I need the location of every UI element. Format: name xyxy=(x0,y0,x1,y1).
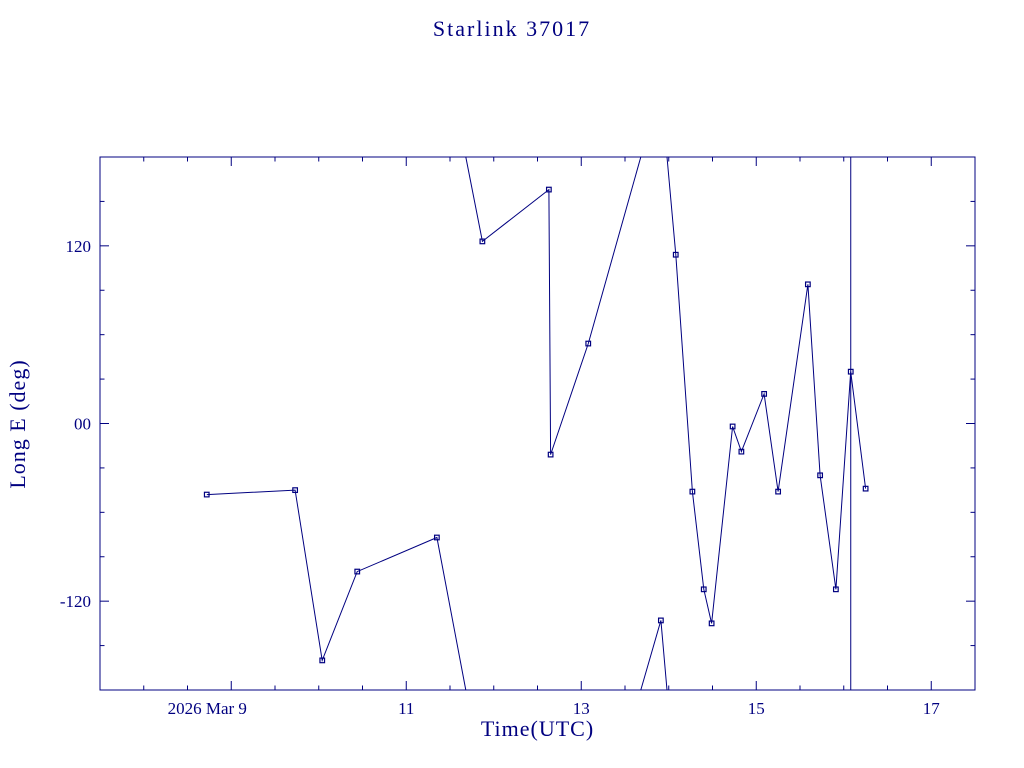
data-point-marker xyxy=(775,488,782,495)
data-point-marker xyxy=(433,534,440,541)
y-tick-label: -120 xyxy=(60,592,91,611)
data-point-marker xyxy=(708,620,715,627)
data-point-marker xyxy=(847,368,854,375)
x-axis-label: Time(UTC) xyxy=(480,716,595,741)
data-point-marker xyxy=(761,390,768,397)
data-line xyxy=(640,620,668,691)
data-point-marker xyxy=(832,586,839,593)
x-tick-label: 2026 Mar 9 xyxy=(168,699,247,718)
data-point-marker xyxy=(292,487,299,494)
data-point-marker xyxy=(689,488,696,495)
data-point-marker xyxy=(700,586,707,593)
data-point-marker xyxy=(479,238,486,245)
data-line xyxy=(206,489,467,691)
data-point-marker xyxy=(672,251,679,258)
data-line xyxy=(666,156,867,624)
data-point-marker xyxy=(862,485,869,492)
data-point-marker xyxy=(804,281,811,288)
data-point-marker xyxy=(545,186,552,193)
data-point-marker xyxy=(657,617,664,624)
data-line xyxy=(465,156,642,455)
x-tick-label: 11 xyxy=(398,699,414,718)
data-point-marker xyxy=(354,568,361,575)
data-point-marker xyxy=(319,657,326,664)
x-tick-label: 15 xyxy=(748,699,765,718)
data-point-marker xyxy=(203,491,210,498)
y-tick-label: 00 xyxy=(74,415,91,434)
data-point-marker xyxy=(817,472,824,479)
x-tick-label: 17 xyxy=(923,699,941,718)
data-point-marker xyxy=(547,451,554,458)
data-point-marker xyxy=(729,423,736,430)
data-point-marker xyxy=(738,448,745,455)
chart-title: Starlink 37017 xyxy=(432,16,592,41)
y-tick-label: 120 xyxy=(66,237,92,256)
plot-frame xyxy=(99,156,976,691)
data-point-marker xyxy=(585,340,592,347)
x-tick-label: 13 xyxy=(573,699,590,718)
